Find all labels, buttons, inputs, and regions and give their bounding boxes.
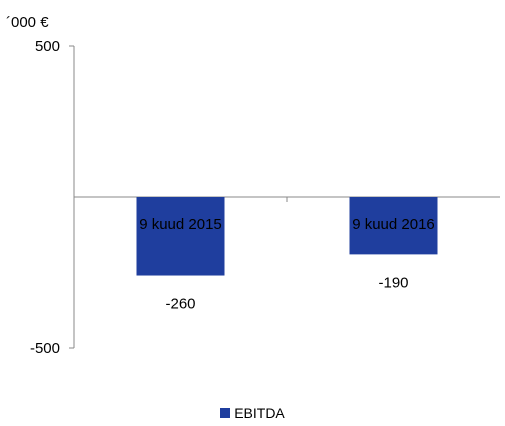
data-label: -260 — [165, 296, 195, 313]
y-tick-label: 500 — [35, 38, 60, 55]
category-label: 9 kuud 2016 — [352, 216, 435, 233]
bar — [136, 197, 225, 276]
unit-label: ´000 € — [6, 14, 49, 31]
bar-chart: 500 -500 9 kuud 2015 -260 9 kuud 2016 -190 — [30, 38, 500, 357]
bars — [136, 197, 438, 276]
legend: EBITDA — [0, 405, 505, 421]
y-tick-label: -500 — [30, 340, 60, 357]
category-label: 9 kuud 2015 — [139, 216, 222, 233]
data-label: -190 — [378, 274, 408, 291]
legend-swatch — [220, 408, 231, 418]
bar — [349, 197, 438, 255]
legend-label: EBITDA — [234, 405, 285, 421]
labels: 9 kuud 2015 -260 9 kuud 2016 -190 — [139, 216, 435, 313]
